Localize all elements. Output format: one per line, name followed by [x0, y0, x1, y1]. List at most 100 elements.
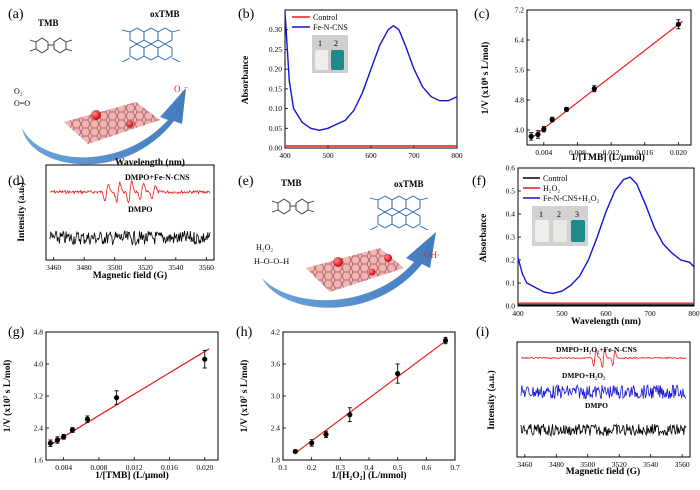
- inset-photo: 1 2: [312, 35, 348, 73]
- data-point: [323, 431, 329, 437]
- panel-label: (i): [476, 325, 490, 340]
- oxtmb-molecule-icon: [369, 195, 429, 231]
- data-point: [61, 434, 67, 440]
- iron-atom-icon: [333, 257, 343, 267]
- radical-label: OH·: [424, 250, 440, 260]
- panel-a: (a) TMB oxTMB O₂ O=O O₂⁻: [8, 7, 189, 165]
- epr-trace: [520, 383, 687, 400]
- fit-line: [530, 20, 683, 139]
- x-tick-label: 800: [688, 309, 700, 318]
- oxtmb-molecule-icon: [121, 27, 181, 63]
- radical-label: O₂⁻: [174, 84, 189, 94]
- x-tick-label: 0.5: [393, 463, 403, 472]
- reactant-label: TMB: [281, 178, 302, 188]
- x-axis-label: Magnetic field (G): [566, 466, 640, 477]
- x-tick-label: 700: [408, 151, 420, 160]
- oxidant-label: H₂O₂: [256, 243, 273, 252]
- x-tick-label: 400: [279, 151, 291, 160]
- y-tick-label: 2.4: [271, 424, 281, 433]
- x-tick-label: 3560: [199, 263, 214, 272]
- y-tick-label: 4.8: [34, 328, 44, 337]
- x-tick-label: 700: [644, 309, 656, 318]
- y-tick-label: 1.8: [271, 456, 281, 465]
- y-tick-label: 5.6: [515, 66, 525, 75]
- y-tick-label: 0.25: [269, 45, 282, 54]
- y-tick-label: 0.20: [269, 65, 282, 74]
- x-tick-label: 3500: [580, 460, 595, 469]
- y-tick-label: 0.15: [269, 84, 282, 93]
- x-tick-label: 0.3: [336, 463, 346, 472]
- y-axis-label: Absorbance: [479, 214, 489, 263]
- data-point: [347, 412, 353, 418]
- y-tick-label: 0.2: [506, 256, 516, 265]
- x-axis-label: 1/[TMB] (L/μmol): [571, 152, 645, 163]
- tmb-molecule-icon: [29, 37, 73, 54]
- legend-entry: Fe-N-CNS+H₂O₂: [543, 194, 600, 203]
- y-axis-label: 1/V (x10⁷ s L/mol): [2, 360, 13, 433]
- epr-trace: [49, 229, 211, 247]
- y-tick-label: 3.6: [271, 360, 281, 369]
- vial-2: [331, 50, 344, 70]
- legend-entry: Fe-N-CNS: [313, 23, 348, 32]
- fit-line: [50, 348, 210, 446]
- fit-line: [294, 340, 446, 454]
- data-point: [69, 427, 76, 433]
- y-tick-label: 0.00: [269, 144, 282, 153]
- y-tick-label: 7.2: [515, 6, 525, 15]
- trace-label: DMPO: [585, 401, 608, 410]
- vial-label: 2: [557, 210, 561, 219]
- y-tick-label: 0.05: [269, 124, 282, 133]
- reaction-arrow: [262, 232, 436, 308]
- trace-label: DMPO+H₂O₂+Fe-N-CNS: [556, 345, 637, 354]
- vial-label: 3: [575, 210, 579, 219]
- panel-i: (i) 3460 3480 3500 3520 3540 3560 Magnetic fie…: [476, 325, 691, 477]
- panel-d: (d) 3460 3480 3500 3520 3540 3560 Magnetic fie…: [8, 164, 215, 281]
- plot-frame: [526, 9, 692, 146]
- x-tick-label: 0.4: [364, 463, 374, 472]
- y-tick-label: 0.30: [269, 25, 282, 34]
- x-axis-label: Wavelength (nm): [571, 316, 641, 327]
- iron-atom-icon: [91, 110, 101, 120]
- y-tick-label: 0.0: [506, 302, 516, 311]
- vial-1: [315, 50, 328, 70]
- panel-label: (e): [238, 174, 254, 189]
- trace-label: DMPO: [128, 205, 152, 214]
- x-tick-label: 0.004: [535, 148, 552, 157]
- data-point: [563, 106, 570, 112]
- y-axis-label: 1/V (x10⁸ s L/mol): [480, 42, 491, 115]
- x-tick-label: 0.2: [307, 463, 317, 472]
- series-line: [517, 176, 695, 295]
- y-tick-label: 0.3: [506, 233, 516, 242]
- y-tick-label: 6.4: [515, 36, 525, 45]
- trace-label: DMPO+H₂O₂: [562, 371, 606, 380]
- y-tick-label: 3.2: [34, 392, 44, 401]
- oxidant-structure: H–O–O–H: [254, 257, 289, 266]
- legend-entry: H₂O₂: [543, 184, 560, 193]
- x-axis-label: 1/[H₂O₂] (L/mmol): [331, 470, 406, 481]
- product-label: oxTMB: [394, 179, 424, 189]
- data-point: [84, 416, 91, 422]
- x-tick-label: 3540: [168, 263, 183, 272]
- epr-trace: [49, 179, 211, 204]
- x-axis-label: Wavelength (nm): [115, 157, 185, 168]
- plot-frame: [45, 164, 215, 261]
- vial-label: 1: [539, 210, 543, 219]
- y-tick-label: 1.6: [34, 456, 44, 465]
- data-point: [54, 437, 61, 443]
- vial-2: [553, 220, 567, 242]
- x-tick-label: 600: [365, 151, 377, 160]
- data-point: [47, 440, 54, 446]
- y-tick-label: 4.8: [515, 96, 525, 105]
- x-axis-label: Magnetic field (G): [93, 270, 167, 281]
- y-tick-label: 0.4: [506, 210, 516, 219]
- x-tick-label: 0.008: [90, 463, 107, 472]
- data-point: [549, 116, 555, 123]
- tmb-molecule-icon: [271, 198, 315, 215]
- data-point: [442, 337, 449, 344]
- legend-entry: Control: [313, 13, 338, 22]
- trace-label: DMPO+Fe-N-CNS: [125, 173, 190, 182]
- x-tick-label: 0.020: [196, 463, 213, 472]
- x-tick-label: 0.016: [636, 148, 653, 157]
- x-tick-label: 0.1: [278, 463, 288, 472]
